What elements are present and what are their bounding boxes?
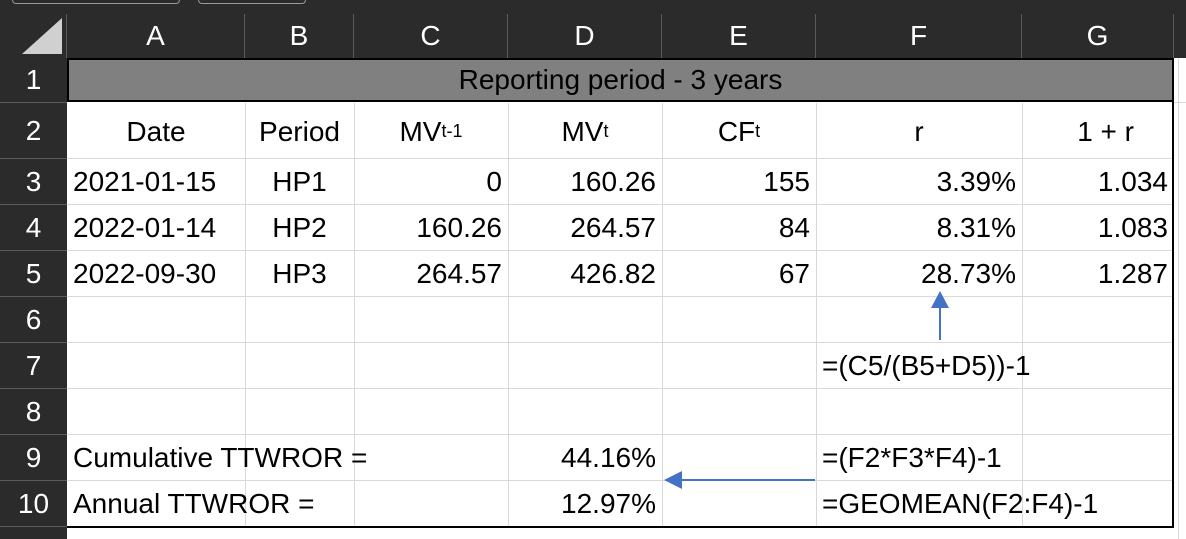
cell-r[interactable]: 3.39% <box>936 166 1016 197</box>
row-header-6[interactable]: 6 <box>0 297 67 343</box>
header-cf[interactable]: CF t <box>662 104 816 159</box>
select-all-triangle-icon <box>22 18 62 54</box>
reporting-period-title[interactable]: Reporting period - 3 years <box>67 58 1174 102</box>
header-period[interactable]: Period <box>259 115 340 147</box>
row-header-1[interactable]: 1 <box>0 58 67 103</box>
header-one-plus-r[interactable]: 1 + r <box>1077 115 1134 147</box>
header-mv-sub: t <box>603 121 609 141</box>
column-header-d[interactable]: D <box>508 14 662 58</box>
formula-annual-note[interactable]: =GEOMEAN(F2:F4)-1 <box>822 488 1099 519</box>
cell-r[interactable]: 28.73% <box>921 258 1016 289</box>
column-header-a[interactable]: A <box>67 14 245 58</box>
cell-period[interactable]: HP2 <box>272 212 327 243</box>
cell-date[interactable]: 2021-01-15 <box>73 166 217 197</box>
row-header-5[interactable]: 5 <box>0 251 67 297</box>
cumulative-ttwror-label[interactable]: Cumulative TTWROR = <box>73 442 368 473</box>
cell-mv[interactable]: 160.26 <box>570 166 656 197</box>
cell-mv[interactable]: 426.82 <box>570 258 656 289</box>
cell-mv[interactable]: 264.57 <box>570 212 656 243</box>
cell-cf[interactable]: 155 <box>763 166 810 197</box>
cell-one-plus-r[interactable]: 1.287 <box>1097 258 1168 289</box>
cell-date[interactable]: 2022-01-14 <box>73 212 217 243</box>
cell-cf[interactable]: 84 <box>778 212 810 243</box>
header-mv-prev-base: MV <box>399 115 442 147</box>
row-header-4[interactable]: 4 <box>0 205 67 251</box>
table-right-border <box>1172 58 1174 528</box>
select-all-button[interactable] <box>0 14 67 58</box>
cell-mv-prev[interactable]: 264.57 <box>416 258 502 289</box>
cell-date[interactable]: 2022-09-30 <box>73 258 217 289</box>
header-mv-prev-sub: t-1 <box>441 121 463 141</box>
cell-mv-prev[interactable]: 160.26 <box>416 212 502 243</box>
annual-ttwror-value[interactable]: 12.97% <box>561 488 656 519</box>
cell-one-plus-r[interactable]: 1.083 <box>1097 212 1168 243</box>
row-header-7[interactable]: 7 <box>0 343 67 389</box>
header-mv-prev[interactable]: MV t-1 <box>354 104 508 159</box>
cell-cf[interactable]: 67 <box>778 258 810 289</box>
arrow-left-icon <box>664 471 815 489</box>
column-header-c[interactable]: C <box>354 14 508 58</box>
column-header-g[interactable]: G <box>1022 14 1174 58</box>
header-date[interactable]: Date <box>126 115 186 147</box>
row-header-11-partial[interactable] <box>0 527 67 539</box>
cell-r[interactable]: 8.31% <box>936 212 1016 243</box>
column-header-h-partial[interactable] <box>1174 14 1186 58</box>
arrow-up-icon <box>931 291 949 340</box>
row-header-8[interactable]: 8 <box>0 389 67 435</box>
column-header-f[interactable]: F <box>816 14 1022 58</box>
header-mv[interactable]: MV t <box>508 104 662 159</box>
cell-period[interactable]: HP3 <box>272 258 327 289</box>
header-r[interactable]: r <box>914 115 924 147</box>
column-header-e[interactable]: E <box>662 14 816 58</box>
formula-r-note[interactable]: =(C5/(B5+D5))-1 <box>822 350 1031 381</box>
row-header-3[interactable]: 3 <box>0 159 67 205</box>
cell-period[interactable]: HP1 <box>272 166 327 197</box>
header-cf-base: CF <box>717 115 756 147</box>
header-cf-sub: t <box>755 121 761 141</box>
annual-ttwror-label[interactable]: Annual TTWROR = <box>73 488 315 519</box>
row-header-2[interactable]: 2 <box>0 103 67 159</box>
cell-one-plus-r[interactable]: 1.034 <box>1097 166 1168 197</box>
cell-mv-prev[interactable]: 0 <box>486 166 502 197</box>
column-header-b[interactable]: B <box>245 14 354 58</box>
row-header-9[interactable]: 9 <box>0 435 67 481</box>
cumulative-ttwror-value[interactable]: 44.16% <box>561 442 656 473</box>
table-bottom-border <box>67 526 1174 528</box>
formula-cumulative-note[interactable]: =(F2*F3*F4)-1 <box>822 442 1002 473</box>
header-mv-base: MV <box>561 115 604 147</box>
row-header-10[interactable]: 10 <box>0 481 67 527</box>
